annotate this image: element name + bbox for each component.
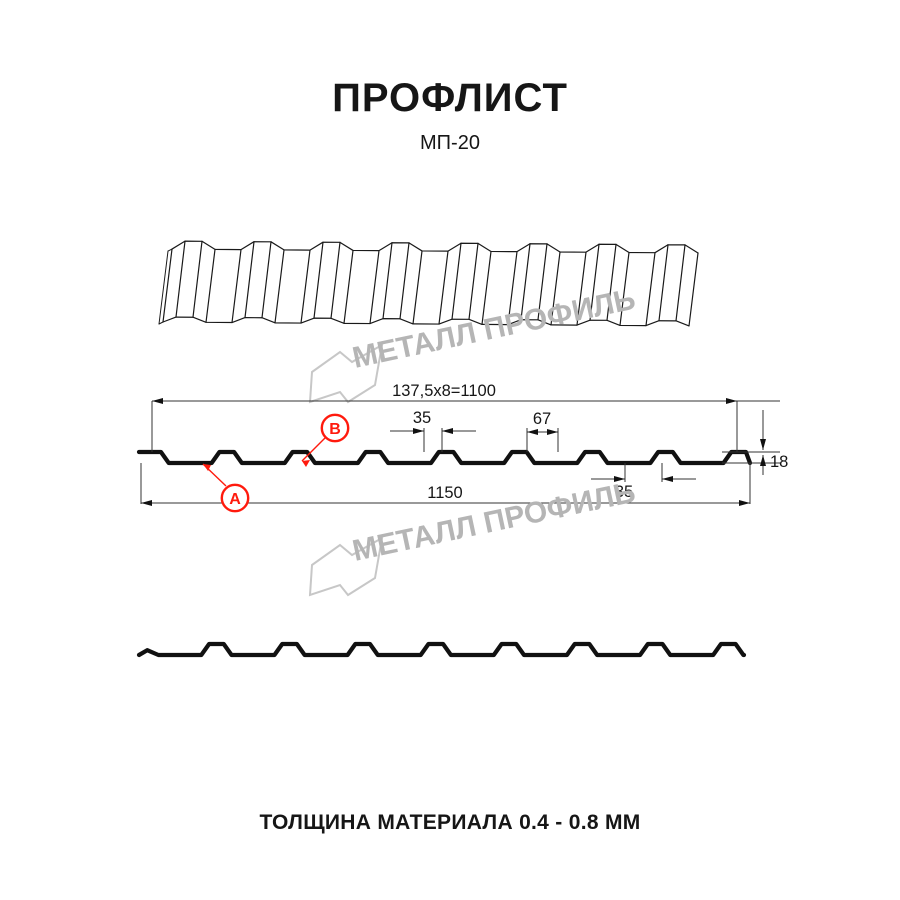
- svg-text:67: 67: [533, 410, 551, 428]
- svg-text:18: 18: [770, 453, 788, 471]
- svg-text:B: B: [329, 421, 341, 438]
- svg-text:A: A: [229, 491, 241, 508]
- svg-text:1150: 1150: [427, 484, 462, 502]
- svg-text:137,5х8=1100: 137,5х8=1100: [392, 382, 496, 400]
- svg-text:35: 35: [413, 409, 431, 427]
- svg-text:МЕТАЛЛ ПРОФИЛЬ: МЕТАЛЛ ПРОФИЛЬ: [350, 283, 639, 375]
- svg-text:МЕТАЛЛ ПРОФИЛЬ: МЕТАЛЛ ПРОФИЛЬ: [350, 476, 639, 568]
